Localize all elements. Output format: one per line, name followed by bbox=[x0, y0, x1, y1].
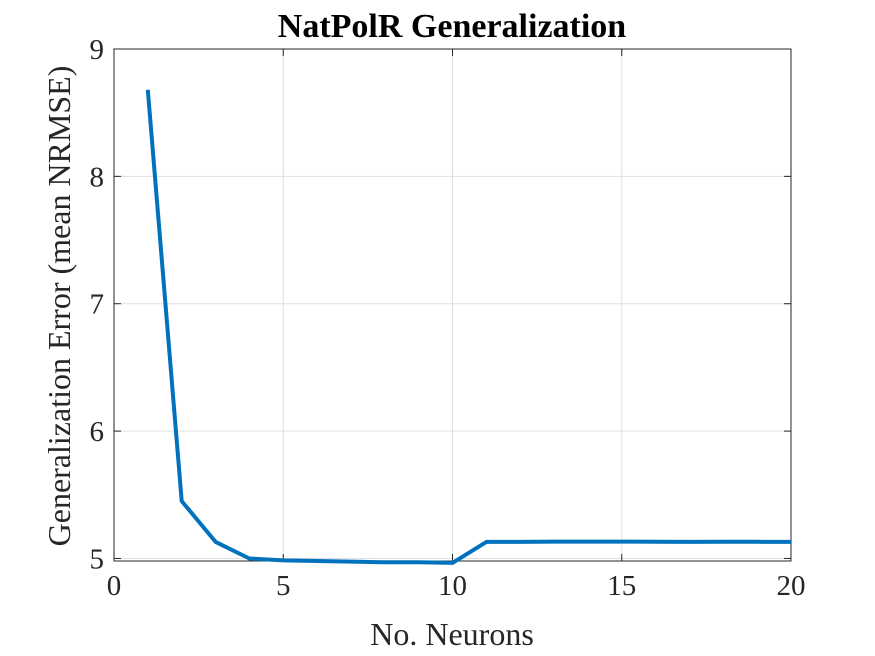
y-tick-label: 9 bbox=[90, 34, 105, 66]
x-tick-label: 5 bbox=[276, 570, 291, 602]
chart-title: NatPolR Generalization bbox=[278, 8, 627, 45]
x-tick-label: 10 bbox=[438, 570, 467, 602]
y-tick-label: 7 bbox=[90, 289, 105, 321]
x-tick-label: 20 bbox=[777, 570, 806, 602]
y-tick-label: 8 bbox=[90, 161, 105, 193]
y-tick-label: 6 bbox=[90, 416, 105, 448]
grid-lines bbox=[113, 48, 792, 561]
y-tick-label: 5 bbox=[90, 543, 105, 575]
x-axis-label: No. Neurons bbox=[370, 616, 534, 652]
y-axis-label: Generalization Error (mean NRMSE) bbox=[41, 66, 77, 547]
x-tick-label: 15 bbox=[607, 570, 636, 602]
x-tick-label: 0 bbox=[107, 570, 122, 602]
series-line bbox=[145, 89, 792, 565]
